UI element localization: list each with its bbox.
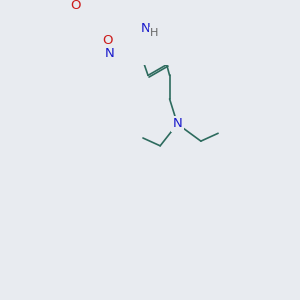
Text: N: N (141, 22, 151, 35)
Text: N: N (172, 117, 182, 130)
Text: N: N (105, 47, 115, 60)
Text: H: H (150, 28, 158, 38)
Text: O: O (70, 0, 81, 12)
Text: O: O (103, 34, 113, 47)
